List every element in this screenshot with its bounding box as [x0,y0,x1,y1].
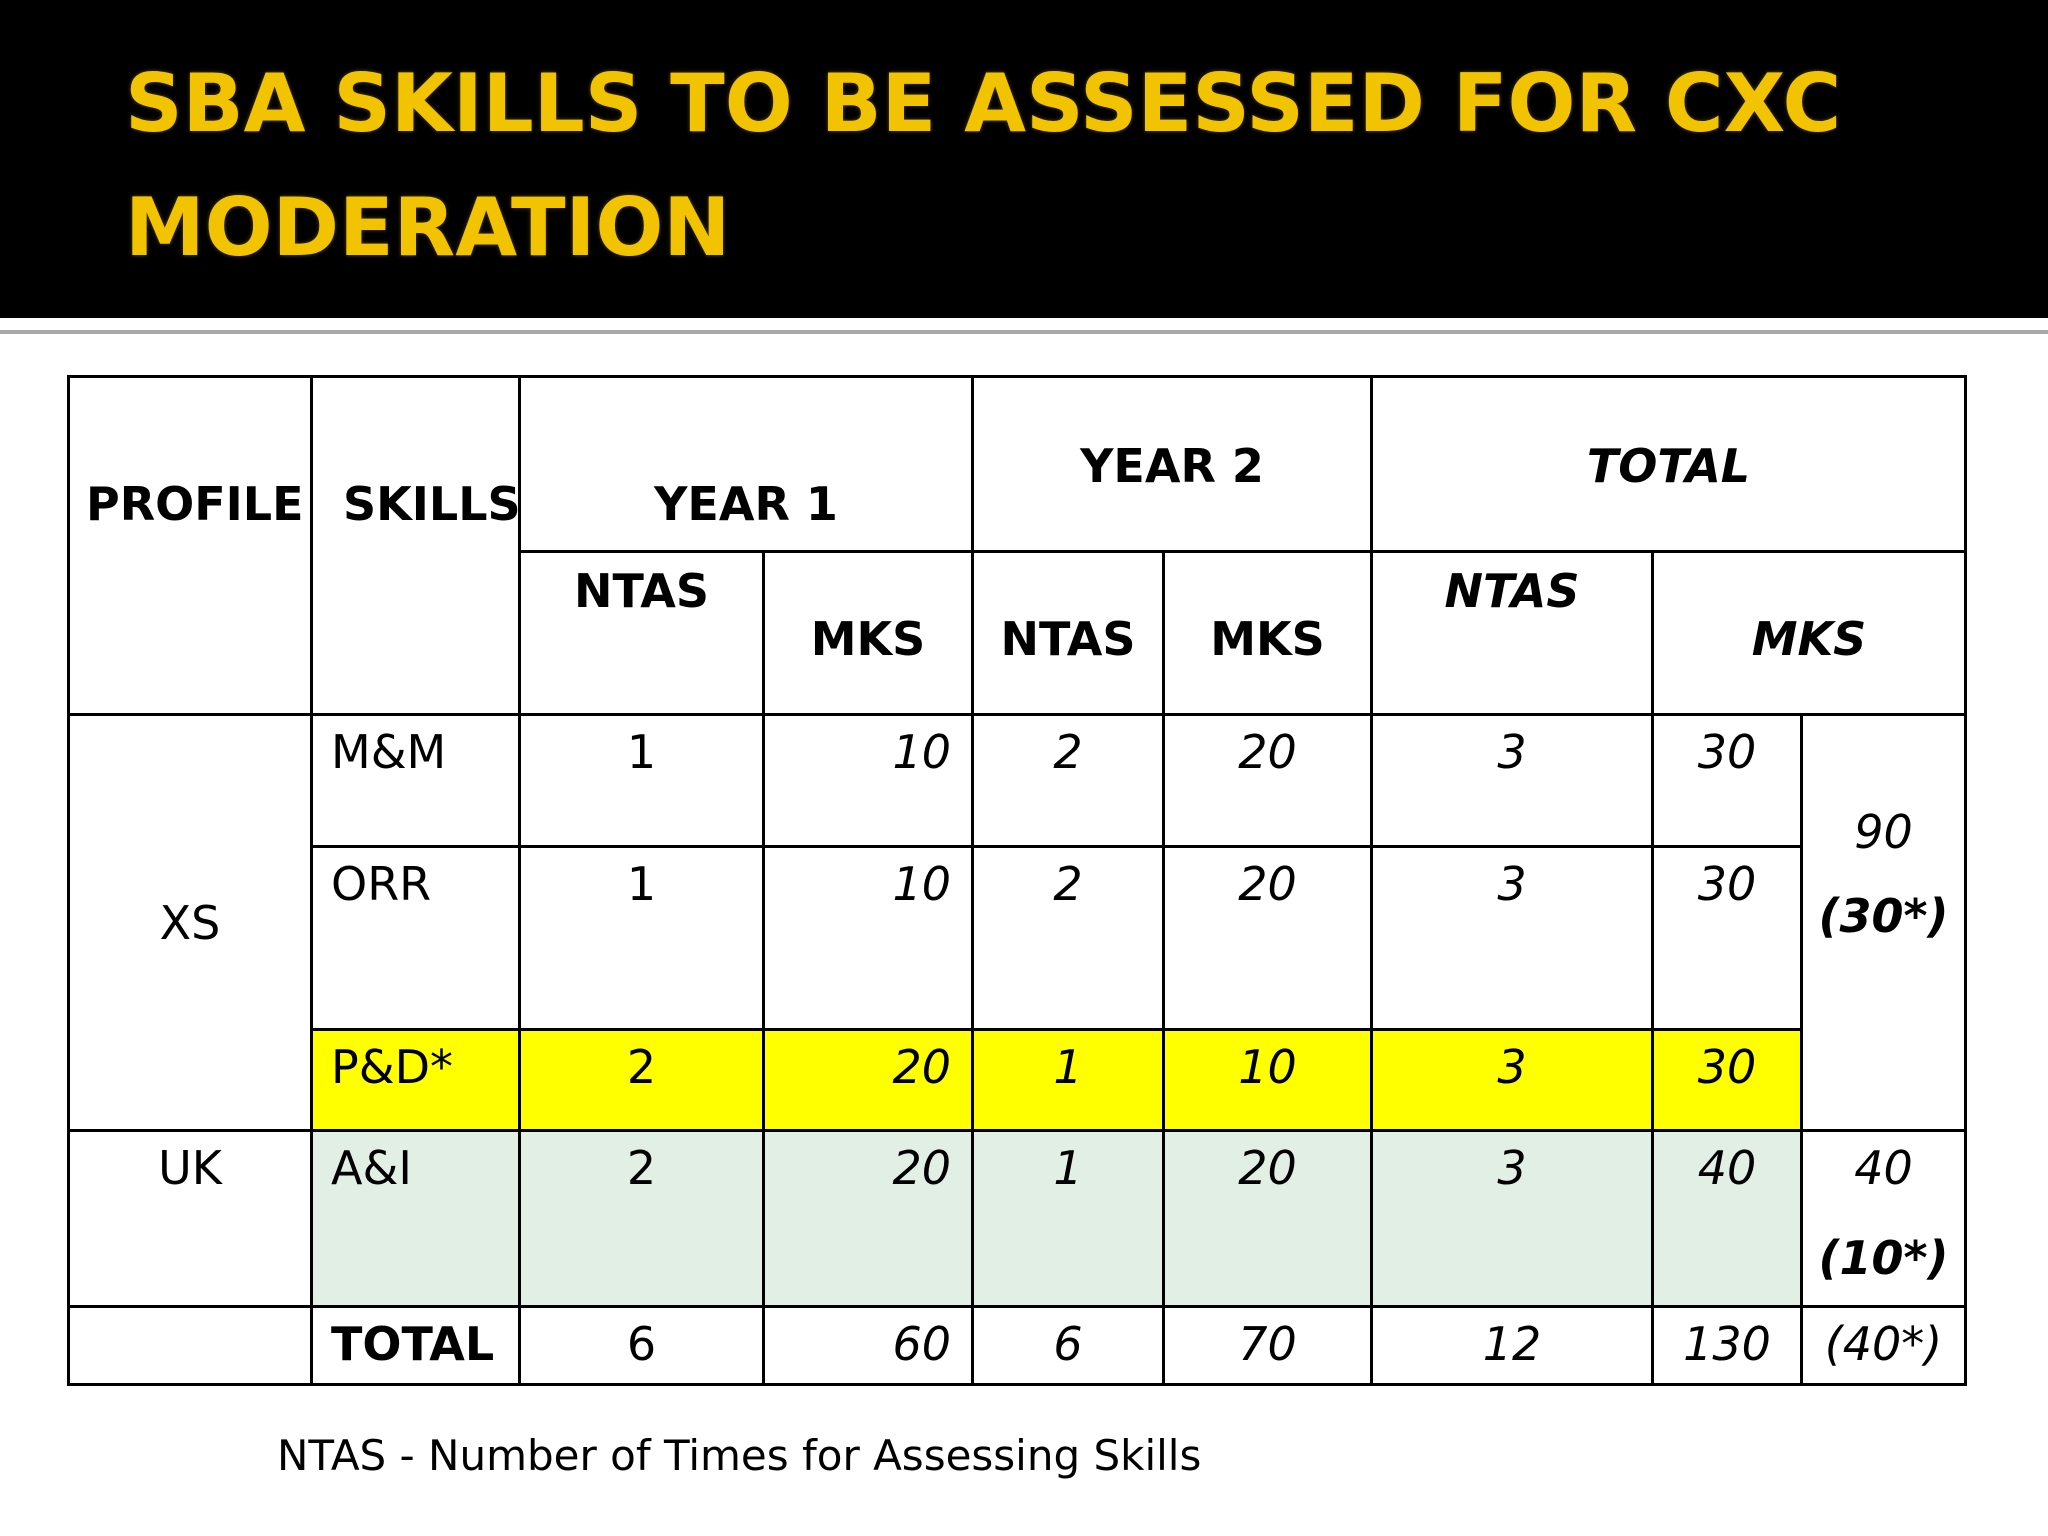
uk-group-total-star: (10*) [1818,1231,1949,1285]
year-2-mks-cell: 10 [1162,1028,1373,1132]
year-1-ntas-cell: 2 [518,1028,765,1132]
total-mks-cell: 30 [1651,845,1803,1031]
year-1-mks-cell: 10 [762,713,974,848]
total-year-2-mks: 70 [1162,1305,1373,1386]
header-total-ntas: NTAS [1370,550,1654,716]
uk-group-total: 40 [1854,1141,1913,1195]
header-year-1: YEAR 1 [518,375,974,553]
header-year-1-ntas: NTAS [518,550,765,716]
header-profile: PROFILE [67,375,313,716]
header-skills: SKILLS [310,375,521,716]
total-mks-cell: 40 [1651,1129,1803,1308]
total-mks-cell: 30 [1651,1028,1803,1132]
footnote-ntas: NTAS - Number of Times for Assessing Ski… [277,1431,1202,1480]
year-2-ntas-cell: 1 [971,1028,1165,1132]
slide-title: SBA SKILLS TO BE ASSESSED FOR CXC MODERA… [125,42,2005,290]
title-divider [0,330,2048,334]
year-2-mks-cell: 20 [1162,845,1373,1031]
total-mks-cell: 30 [1651,713,1803,848]
header-year-2-mks: MKS [1162,550,1373,716]
total-year-1-ntas: 6 [518,1305,765,1386]
total-ntas-cell: 3 [1370,1129,1654,1308]
total-star: (40*) [1799,1305,1968,1386]
header-year-2: YEAR 2 [971,375,1373,553]
title-line-2: MODERATION [125,181,731,274]
profile-uk: UK [67,1129,313,1308]
skill-cell: ORR [310,845,521,1031]
total-ntas-cell: 3 [1370,713,1654,848]
header-total-mks: MKS [1650,550,1968,716]
sba-skills-table: PROFILE SKILLS YEAR 1 YEAR 2 TOTAL NTAS … [67,375,1968,1386]
xs-group-total-cell: 90 (30*) [1799,713,1968,1132]
year-1-ntas-cell: 1 [518,713,765,848]
total-row-empty-cell [67,1305,313,1386]
title-bar: SBA SKILLS TO BE ASSESSED FOR CXC MODERA… [0,0,2048,318]
header-year-2-ntas: NTAS [971,550,1165,716]
total-year-2-ntas: 6 [971,1305,1165,1386]
xs-group-total: 90 [1854,805,1913,859]
year-2-ntas-cell: 2 [971,845,1165,1031]
total-row-label: TOTAL [310,1305,521,1386]
xs-group-total-star: (30*) [1818,889,1949,943]
header-total: TOTAL [1369,375,1968,553]
year-2-mks-cell: 20 [1162,713,1373,848]
year-2-mks-cell: 20 [1162,1129,1373,1308]
total-year-1-mks: 60 [762,1305,974,1386]
table-row-highlighted: UK A&I 2 20 1 20 3 40 40 (10*) [67,1129,1968,1308]
year-2-ntas-cell: 2 [971,713,1165,848]
year-1-mks-cell: 20 [762,1028,974,1132]
year-1-mks-cell: 10 [762,845,974,1031]
profile-xs: XS [67,713,313,1132]
skill-cell: A&I [310,1129,521,1308]
total-row: TOTAL 6 60 6 70 12 130 (40*) [67,1305,1968,1386]
table-row: XS M&M 1 10 2 20 3 30 90 (30*) [67,713,1968,1132]
total-total-ntas: 12 [1370,1305,1654,1386]
year-1-mks-cell: 20 [762,1129,974,1308]
total-ntas-cell: 3 [1370,845,1654,1031]
header-year-1-mks: MKS [762,550,974,716]
year-2-ntas-cell: 1 [971,1129,1165,1308]
title-line-1: SBA SKILLS TO BE ASSESSED FOR CXC [125,57,1842,150]
total-total-mks: 130 [1651,1305,1803,1386]
year-1-ntas-cell: 1 [518,845,765,1031]
table-row-highlighted: P&D* 2 20 1 10 3 30 [69,1028,1966,1132]
skill-cell: P&D* [310,1028,521,1132]
uk-group-total-cell: 40 (10*) [1799,1129,1968,1308]
skill-cell: M&M [310,713,521,848]
table-row: ORR 1 10 2 20 3 30 [69,845,1966,1031]
year-1-ntas-cell: 2 [518,1129,765,1308]
total-ntas-cell: 3 [1370,1028,1654,1132]
